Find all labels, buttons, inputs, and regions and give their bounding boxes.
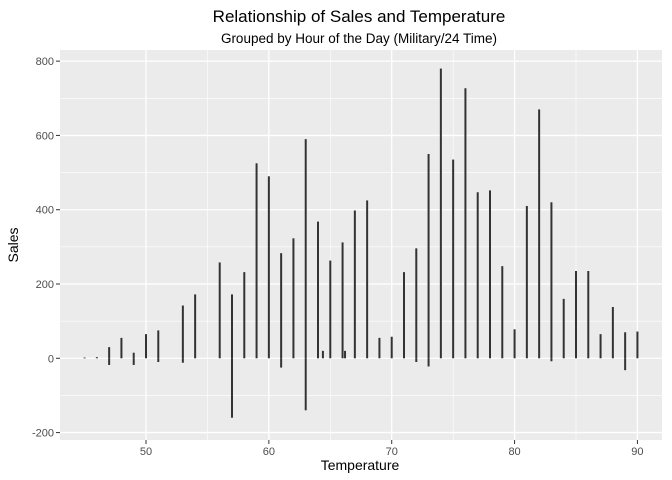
bar [513,329,516,359]
chart-title: Relationship of Sales and Temperature [213,7,506,26]
x-tick-label: 90 [631,446,643,458]
bar [562,298,565,359]
y-axis-title: Sales [5,227,21,262]
bar [353,210,356,359]
bar [83,357,86,359]
bar [341,242,344,359]
bar [157,330,160,359]
bar [95,357,98,359]
bar [132,352,135,359]
y-tick-label: 200 [36,279,54,291]
bar [464,88,467,359]
bar [329,260,332,359]
bar [452,159,455,359]
bar [427,358,430,367]
bar [344,350,347,359]
x-tick-label: 70 [386,446,398,458]
bar [280,253,283,359]
x-tick-label: 60 [263,446,275,458]
bar [181,305,184,359]
bar [304,358,307,411]
y-tick-label: 800 [36,56,54,68]
bar [145,334,147,359]
bar [378,337,381,359]
x-axis: 50 60 70 80 90 [140,440,644,458]
y-tick-label: 0 [48,353,54,365]
bar [132,358,135,365]
y-tick-label: 400 [36,205,54,217]
bars-group [83,68,639,418]
bar [587,271,590,359]
x-tick-label: 80 [508,446,520,458]
bar [611,307,614,359]
bar [317,221,319,359]
bar [292,238,295,359]
bar [157,358,160,362]
bar [439,68,442,359]
bar [550,358,553,362]
bar [255,163,258,359]
major-gridlines [60,50,662,440]
bar [525,206,528,359]
bar [120,337,123,359]
bar [415,358,418,362]
bar [538,109,541,359]
y-tick-label: 600 [36,130,54,142]
bar [636,331,639,359]
bar [366,200,369,359]
plot-panel [60,50,662,440]
bar [550,202,553,359]
bar [108,358,111,365]
bar [321,350,324,359]
bar [304,139,307,359]
bar [218,262,221,359]
bar [280,358,283,368]
bar [403,272,405,359]
bar [108,347,111,359]
y-tick-label: -200 [32,428,54,440]
bar [194,294,197,359]
bar [489,190,491,359]
bar [501,266,504,359]
bar [231,358,233,418]
bar [427,154,430,359]
bar [181,358,184,363]
chart-subtitle: Grouped by Hour of the Day (Military/24 … [221,31,497,46]
bar [624,358,627,371]
x-tick-label: 50 [140,446,152,458]
x-axis-title: Temperature [321,457,400,473]
bar [415,248,418,359]
minor-gridlines [60,50,662,440]
bar [575,271,577,359]
bar [624,332,627,359]
bar [599,334,602,359]
bar [231,294,233,359]
bar [390,336,393,359]
y-axis: -200 0 200 400 600 800 [32,56,60,440]
bar [267,176,270,359]
bar [243,272,246,359]
bar [476,192,479,359]
